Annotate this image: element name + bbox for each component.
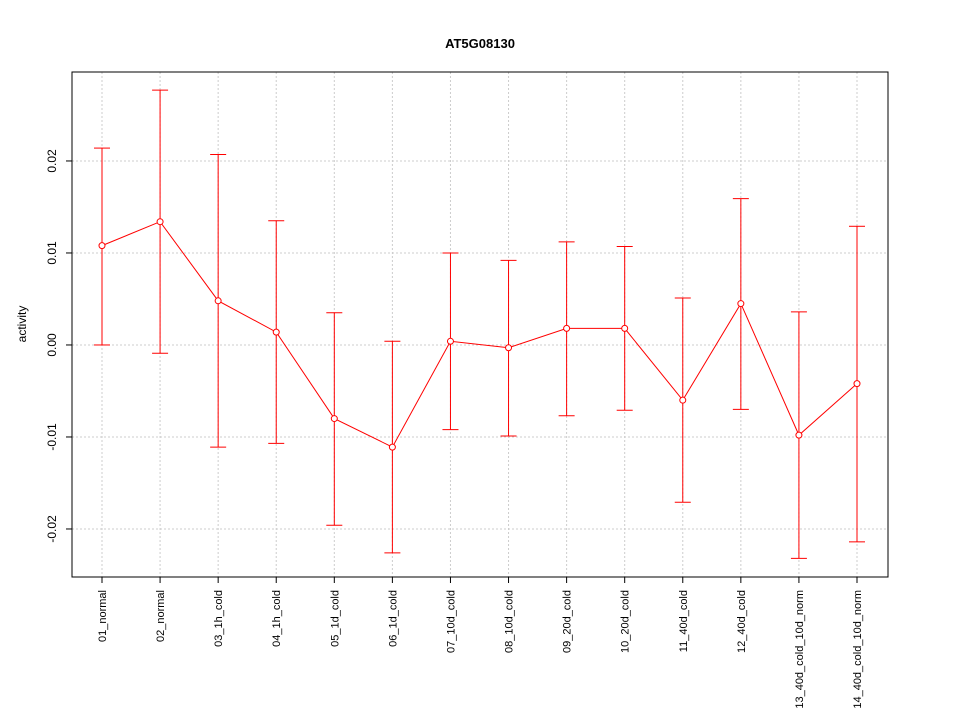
data-point	[679, 396, 687, 404]
y-axis-label: activity	[15, 306, 29, 343]
x-tick-label: 04_1h_cold	[271, 590, 283, 647]
y-tick-label: -0.01	[45, 423, 59, 451]
data-point	[330, 415, 338, 423]
x-tick-label: 02_normal	[155, 590, 167, 642]
data-point	[795, 431, 803, 439]
data-point	[156, 218, 164, 226]
data-point	[388, 443, 396, 451]
series-line	[101, 221, 858, 448]
error-bars	[94, 89, 865, 559]
x-tick-label: 08_10d_cold	[504, 590, 516, 653]
data-point	[272, 328, 280, 336]
data-point	[853, 380, 861, 388]
y-tick-label: 0.00	[45, 333, 59, 357]
y-tick-label: 0.02	[45, 149, 59, 173]
data-point	[505, 344, 513, 352]
x-tick-label: 12_40d_cold	[736, 590, 748, 653]
y-axis: -0.02 -0.01 0.00 0.01 0.02	[45, 149, 72, 543]
x-tick-label: 05_1d_cold	[329, 590, 341, 647]
data-point	[446, 337, 454, 345]
chart-title: AT5G08130	[445, 36, 515, 51]
plot-frame	[71, 71, 889, 578]
x-tick-label: 09_20d_cold	[562, 590, 574, 653]
x-tick-label: 01_normal	[97, 590, 109, 642]
x-tick-label: 14_40d_cold_10d_norm	[852, 590, 864, 709]
x-axis: 01_normal 02_normal 03_1h_cold 04_1h_cold 05…	[97, 577, 864, 709]
data-point	[214, 297, 222, 305]
data-points	[98, 218, 861, 451]
x-tick-label: 13_40d_cold_10d_norm	[794, 590, 806, 709]
y-tick-label: -0.02	[45, 515, 59, 543]
x-tick-label: 06_1d_cold	[387, 590, 399, 647]
data-point	[737, 300, 745, 308]
x-tick-label: 11_40d_cold	[678, 590, 690, 652]
series-path	[101, 221, 858, 448]
x-tick-label: 07_10d_cold	[445, 590, 457, 653]
data-point	[98, 242, 106, 250]
grid	[72, 72, 888, 577]
data-point	[621, 324, 629, 332]
x-tick-label: 10_20d_cold	[620, 590, 632, 653]
data-point	[563, 324, 571, 332]
x-tick-label: 03_1h_cold	[213, 590, 225, 647]
y-tick-label: 0.01	[45, 241, 59, 265]
